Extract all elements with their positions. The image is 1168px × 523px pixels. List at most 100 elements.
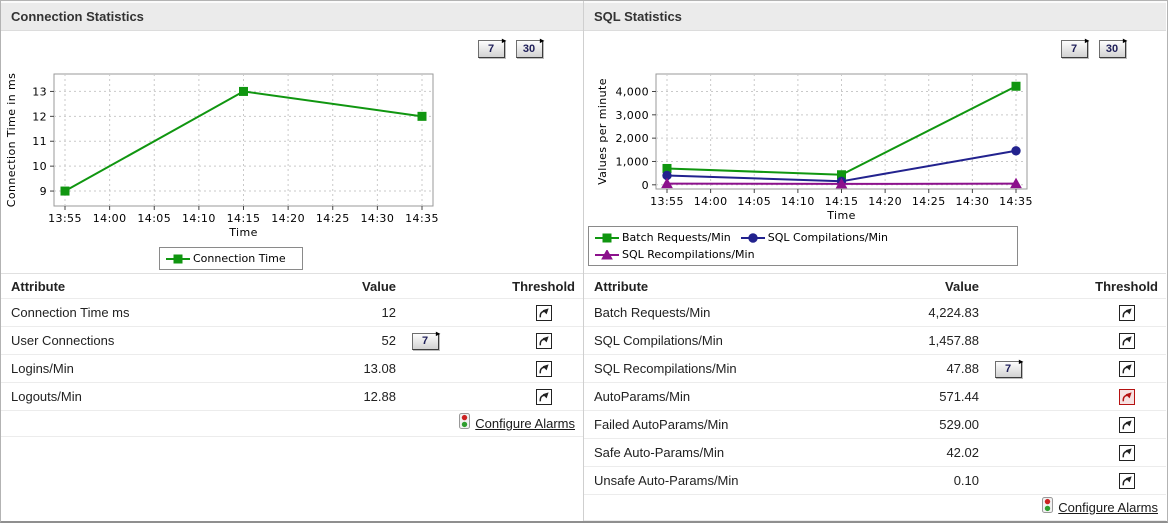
period-7d-button[interactable]: 7 ▸: [995, 356, 1023, 378]
svg-text:Values per minute: Values per minute: [596, 78, 609, 185]
legend-label: SQL Compilations/Min: [767, 231, 889, 244]
table-row: Logouts/Min 12.88: [1, 383, 583, 411]
svg-text:1,000: 1,000: [616, 155, 650, 168]
sql-statistics-panel: SQL Statistics 7 ▸ 30 ▸ 13:55 14:00 14:05 14:…: [583, 1, 1166, 521]
svg-text:14:35: 14:35: [999, 195, 1033, 208]
attribute-header: Attribute: [11, 278, 66, 294]
attribute-value: 52: [381, 333, 396, 348]
table-row: Safe Auto-Params/Min 42.02: [584, 439, 1166, 467]
attribute-label: Unsafe Auto-Params/Min: [594, 473, 739, 488]
attribute-value: 42.02: [946, 445, 979, 460]
svg-text:14:05: 14:05: [737, 195, 771, 208]
svg-text:3,000: 3,000: [616, 109, 650, 122]
sql-chart-zone: 7 ▸ 30 ▸ 13:55 14:00 14:05 14:10 14:15 14:20 14:…: [584, 31, 1166, 273]
attribute-value: 529.00: [939, 417, 979, 432]
svg-text:14:15: 14:15: [825, 195, 859, 208]
threshold-icon[interactable]: [1118, 360, 1135, 377]
attribute-label: SQL Compilations/Min: [594, 333, 723, 348]
attribute-label: SQL Recompilations/Min: [594, 361, 737, 376]
svg-text:14:30: 14:30: [361, 212, 395, 225]
connection-attributes-table: Attribute Value Threshold Connection Time m…: [1, 273, 583, 411]
attribute-label: Failed AutoParams/Min: [594, 417, 729, 432]
legend-item: SQL Recompilations/Min: [595, 248, 755, 261]
attribute-label: Logouts/Min: [11, 389, 82, 404]
svg-text:14:10: 14:10: [182, 212, 216, 225]
period-7d-button[interactable]: 7 ▸: [412, 328, 440, 350]
svg-text:14:00: 14:00: [93, 212, 127, 225]
svg-text:0: 0: [642, 179, 649, 192]
configure-alarms-link[interactable]: Configure Alarms: [475, 416, 575, 431]
svg-text:13: 13: [32, 85, 47, 98]
svg-text:12: 12: [32, 110, 47, 123]
button-arrow-icon: ▸: [1122, 36, 1127, 45]
button-arrow-icon: ▸: [1084, 36, 1089, 45]
period-30-button[interactable]: 30 ▸: [1099, 36, 1127, 58]
attribute-value: 0.10: [953, 473, 979, 488]
configure-alarms-link[interactable]: Configure Alarms: [1058, 500, 1158, 515]
table-row: User Connections 52 7 ▸: [1, 327, 583, 355]
period-7-button[interactable]: 7 ▸: [478, 36, 506, 58]
connection-statistics-panel: Connection Statistics 7 ▸ 30 ▸ 13:55 14:00 1…: [1, 1, 583, 521]
table-row: Failed AutoParams/Min 529.00: [584, 411, 1166, 439]
button-arrow-icon: ▸: [435, 328, 440, 338]
svg-text:13:55: 13:55: [650, 195, 684, 208]
table-row: Unsafe Auto-Params/Min 0.10: [584, 467, 1166, 495]
svg-text:14:20: 14:20: [868, 195, 902, 208]
button-arrow-icon: ▸: [1018, 356, 1023, 366]
legend-label: Batch Requests/Min: [622, 231, 731, 244]
alarm-traffic-light-icon: [1042, 497, 1054, 518]
attribute-value: 12.88: [363, 389, 396, 404]
svg-text:14:05: 14:05: [137, 212, 171, 225]
threshold-icon[interactable]: [535, 388, 552, 405]
period-7-button[interactable]: 7 ▸: [1061, 36, 1089, 58]
alarm-traffic-light-icon: [459, 413, 471, 434]
threshold-icon[interactable]: [535, 304, 552, 321]
threshold-icon[interactable]: [1118, 416, 1135, 433]
attribute-value: 47.88: [946, 361, 979, 376]
attribute-value: 571.44: [939, 389, 979, 404]
sql-attributes-table: Attribute Value Threshold Batch Requests/Mi…: [584, 273, 1166, 495]
attribute-value: 13.08: [363, 361, 396, 376]
table-row: Logins/Min 13.08: [1, 355, 583, 383]
table-header-row: Attribute Value Threshold: [1, 274, 583, 299]
svg-text:14:10: 14:10: [781, 195, 815, 208]
svg-text:14:35: 14:35: [405, 212, 439, 225]
threshold-header: Threshold: [1095, 278, 1158, 294]
connection-chart-zone: 7 ▸ 30 ▸ 13:55 14:00 14:05 14:10 14:15 14:20 14:…: [1, 31, 583, 273]
svg-text:14:15: 14:15: [227, 212, 261, 225]
threshold-icon[interactable]: [1118, 472, 1135, 489]
attribute-label: Batch Requests/Min: [594, 305, 711, 320]
table-row: Batch Requests/Min 4,224.83: [584, 299, 1166, 327]
button-arrow-icon: ▸: [501, 36, 506, 45]
table-row: SQL Recompilations/Min 47.88 7 ▸: [584, 355, 1166, 383]
svg-text:2,000: 2,000: [616, 132, 650, 145]
period-30-button[interactable]: 30 ▸: [516, 37, 544, 58]
svg-text:Time: Time: [826, 209, 856, 221]
threshold-icon[interactable]: [535, 360, 552, 377]
attribute-label: AutoParams/Min: [594, 389, 691, 404]
threshold-icon[interactable]: [535, 332, 552, 349]
threshold-icon[interactable]: [1118, 332, 1135, 349]
attribute-value: 12: [381, 305, 396, 320]
svg-text:11: 11: [32, 135, 47, 148]
threshold-icon[interactable]: [1118, 304, 1135, 321]
svg-text:14:00: 14:00: [694, 195, 728, 208]
svg-text:9: 9: [40, 185, 47, 198]
svg-text:14:20: 14:20: [271, 212, 305, 225]
svg-text:Connection Time in ms: Connection Time in ms: [5, 73, 18, 208]
svg-text:14:25: 14:25: [912, 195, 946, 208]
legend-marker-icon: [595, 233, 619, 242]
attribute-label: Connection Time ms: [11, 305, 130, 320]
svg-text:10: 10: [32, 160, 47, 173]
legend-label: Connection Time: [193, 252, 286, 265]
period-button-row: 7 ▸ 30 ▸: [1061, 36, 1127, 58]
svg-text:13:55: 13:55: [48, 212, 82, 225]
panel-title: SQL Statistics: [584, 1, 1166, 31]
table-row: SQL Compilations/Min 1,457.88: [584, 327, 1166, 355]
threshold-alarm-icon[interactable]: [1118, 388, 1135, 405]
legend-item: SQL Compilations/Min: [740, 231, 889, 244]
chart-legend: Batch Requests/Min SQL Compilations/Min SQ…: [588, 226, 1018, 266]
attribute-header: Attribute: [594, 278, 649, 294]
threshold-icon[interactable]: [1118, 444, 1135, 461]
